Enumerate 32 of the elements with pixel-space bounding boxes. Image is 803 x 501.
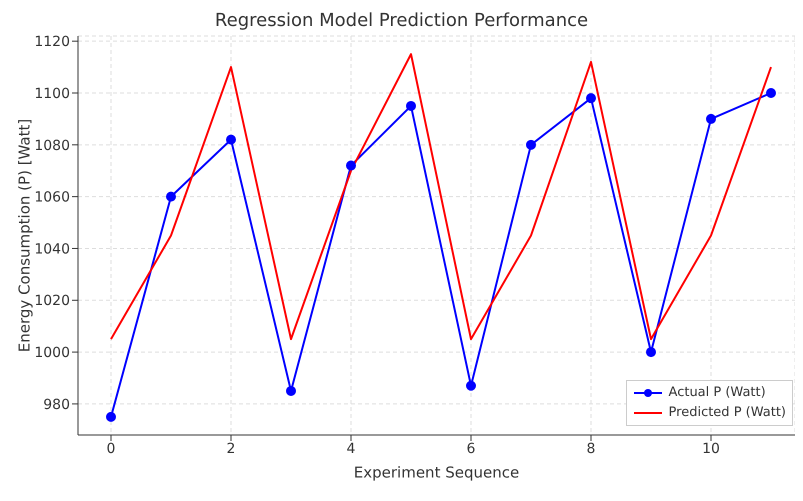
y-tick-label: 1060 xyxy=(34,190,70,206)
point xyxy=(526,140,536,150)
point xyxy=(586,93,596,104)
point xyxy=(466,380,476,391)
legend-label: Actual P (Watt) xyxy=(668,384,766,402)
y-tick-label: 1080 xyxy=(34,138,70,154)
point xyxy=(706,114,716,124)
x-tick-label: 4 xyxy=(346,440,356,457)
point xyxy=(346,160,356,171)
x-tick-label: 6 xyxy=(466,440,476,457)
point xyxy=(106,412,116,422)
y-axis-title: Energy Consumption (P) [Watt] xyxy=(15,118,34,352)
point xyxy=(226,134,236,145)
x-tick-label: 10 xyxy=(702,440,720,457)
x-tick-label: 2 xyxy=(226,440,236,457)
point xyxy=(766,88,776,98)
y-tick-label: 1040 xyxy=(34,241,70,258)
x-axis-title: Experiment Sequence xyxy=(354,464,520,482)
y-tick-label: 1120 xyxy=(34,34,70,50)
line-series xyxy=(110,53,772,340)
point xyxy=(646,347,656,358)
y-tick-label: 1100 xyxy=(34,86,70,102)
x-tick-label: 0 xyxy=(106,440,116,457)
point xyxy=(166,192,176,202)
y-tick-label: 1000 xyxy=(34,345,70,362)
point xyxy=(406,100,416,111)
legend-label: Predicted P (Watt) xyxy=(668,404,786,422)
y-tick-label: 980 xyxy=(43,396,70,413)
y-tick-label: 1020 xyxy=(34,293,70,310)
point xyxy=(286,386,296,396)
chart-title: Regression Model Prediction Performance xyxy=(214,10,590,31)
x-tick-label: 8 xyxy=(586,440,596,457)
